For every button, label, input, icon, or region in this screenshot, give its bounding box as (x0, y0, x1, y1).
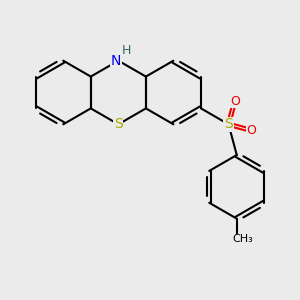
Text: O: O (247, 124, 256, 137)
Text: H: H (122, 44, 131, 57)
Text: N: N (111, 54, 121, 68)
Text: S: S (224, 117, 233, 131)
Text: S: S (114, 117, 123, 131)
Text: CH₃: CH₃ (233, 234, 254, 244)
Text: O: O (230, 95, 240, 108)
